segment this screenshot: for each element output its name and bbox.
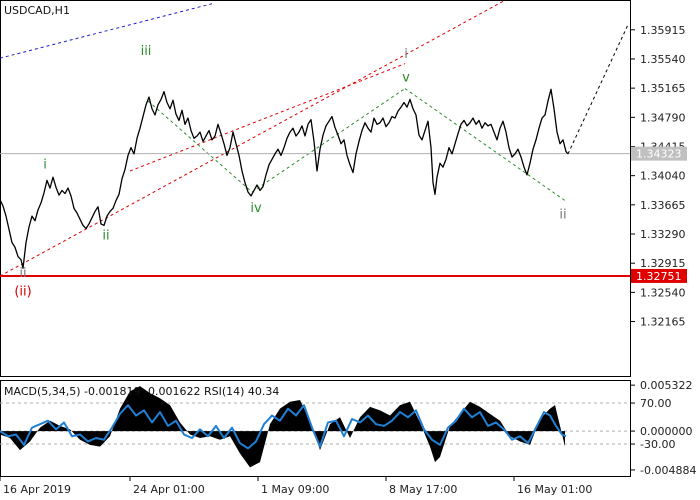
indicator-axis: 0.005322 70.00 0.000000-30.00 -0.004884 [630, 379, 696, 477]
indicator-tick-label: 70.00 [640, 397, 672, 410]
price-tick-label: 1.32915 [640, 257, 686, 270]
channel-line [147, 100, 253, 193]
wave-label: ii [19, 266, 26, 281]
indicator-tick-label: 0.005322 [640, 379, 693, 392]
wave-label: iv [250, 201, 262, 216]
indicator-tick-label: 0.000000 [640, 425, 693, 438]
wave-label: iii [141, 44, 152, 59]
time-tick-label: 16 May 01:00 [517, 483, 592, 496]
indicator-tick-label: -30.00 [640, 438, 675, 451]
indicator-panel-frame [0, 380, 631, 477]
price-tick-label: 1.34790 [640, 111, 686, 124]
price-tick-label: 1.35165 [640, 82, 686, 95]
wave-label: v [402, 71, 410, 86]
time-tick-label: 1 May 09:00 [261, 483, 329, 496]
indicator-panel: MACD(5,34,5) -0.001819 -0.001622 RSI(14)… [0, 379, 696, 477]
price-tick-label: 1.35915 [640, 24, 686, 37]
indicator-title: MACD(5,34,5) -0.001819 -0.001622 RSI(14)… [4, 385, 279, 398]
main-panel-frame [0, 0, 631, 377]
indicator-tick-label: -0.004884 [640, 464, 696, 477]
price-tick-label: 1.32540 [640, 286, 686, 299]
channel-line [251, 88, 406, 193]
wave-label: ii [559, 207, 566, 222]
channel-line [404, 88, 566, 201]
channel-line [129, 63, 406, 172]
macd-area [0, 386, 565, 468]
time-tick-label: 24 Apr 01:00 [133, 483, 205, 496]
wave-label: i [43, 158, 47, 173]
channel-line [0, 3, 213, 59]
rsi-line [0, 404, 567, 450]
price-tick-label: 1.34040 [640, 170, 686, 183]
support-level-tag [631, 268, 687, 283]
wave-label: i [404, 47, 408, 62]
price-tick-label: 1.33290 [640, 228, 686, 241]
time-tick-label: 16 Apr 2019 [3, 483, 71, 496]
wave-label: ii [102, 228, 109, 243]
price-tick-label: 1.35540 [640, 53, 686, 66]
indicator-plot-area [0, 386, 630, 468]
price-tick-label: 1.33665 [640, 199, 686, 212]
price-axis: 1.359151.355401.351651.347901.344151.340… [630, 24, 687, 329]
support-level-label: 1.32751 [636, 270, 682, 283]
current-price-label: 1.34323 [636, 148, 682, 161]
price-series [0, 88, 569, 269]
current-price-tag [631, 146, 687, 161]
time-tick-label: 8 May 17:00 [389, 483, 457, 496]
price-tick-label: 1.32165 [640, 316, 686, 329]
chart-title: USDCAD,H1 [4, 4, 70, 17]
wave-label: (ii) [14, 284, 31, 299]
time-axis: 16 Apr 2019 24 Apr 01:00 1 May 09:00 8 May … [0, 476, 592, 496]
